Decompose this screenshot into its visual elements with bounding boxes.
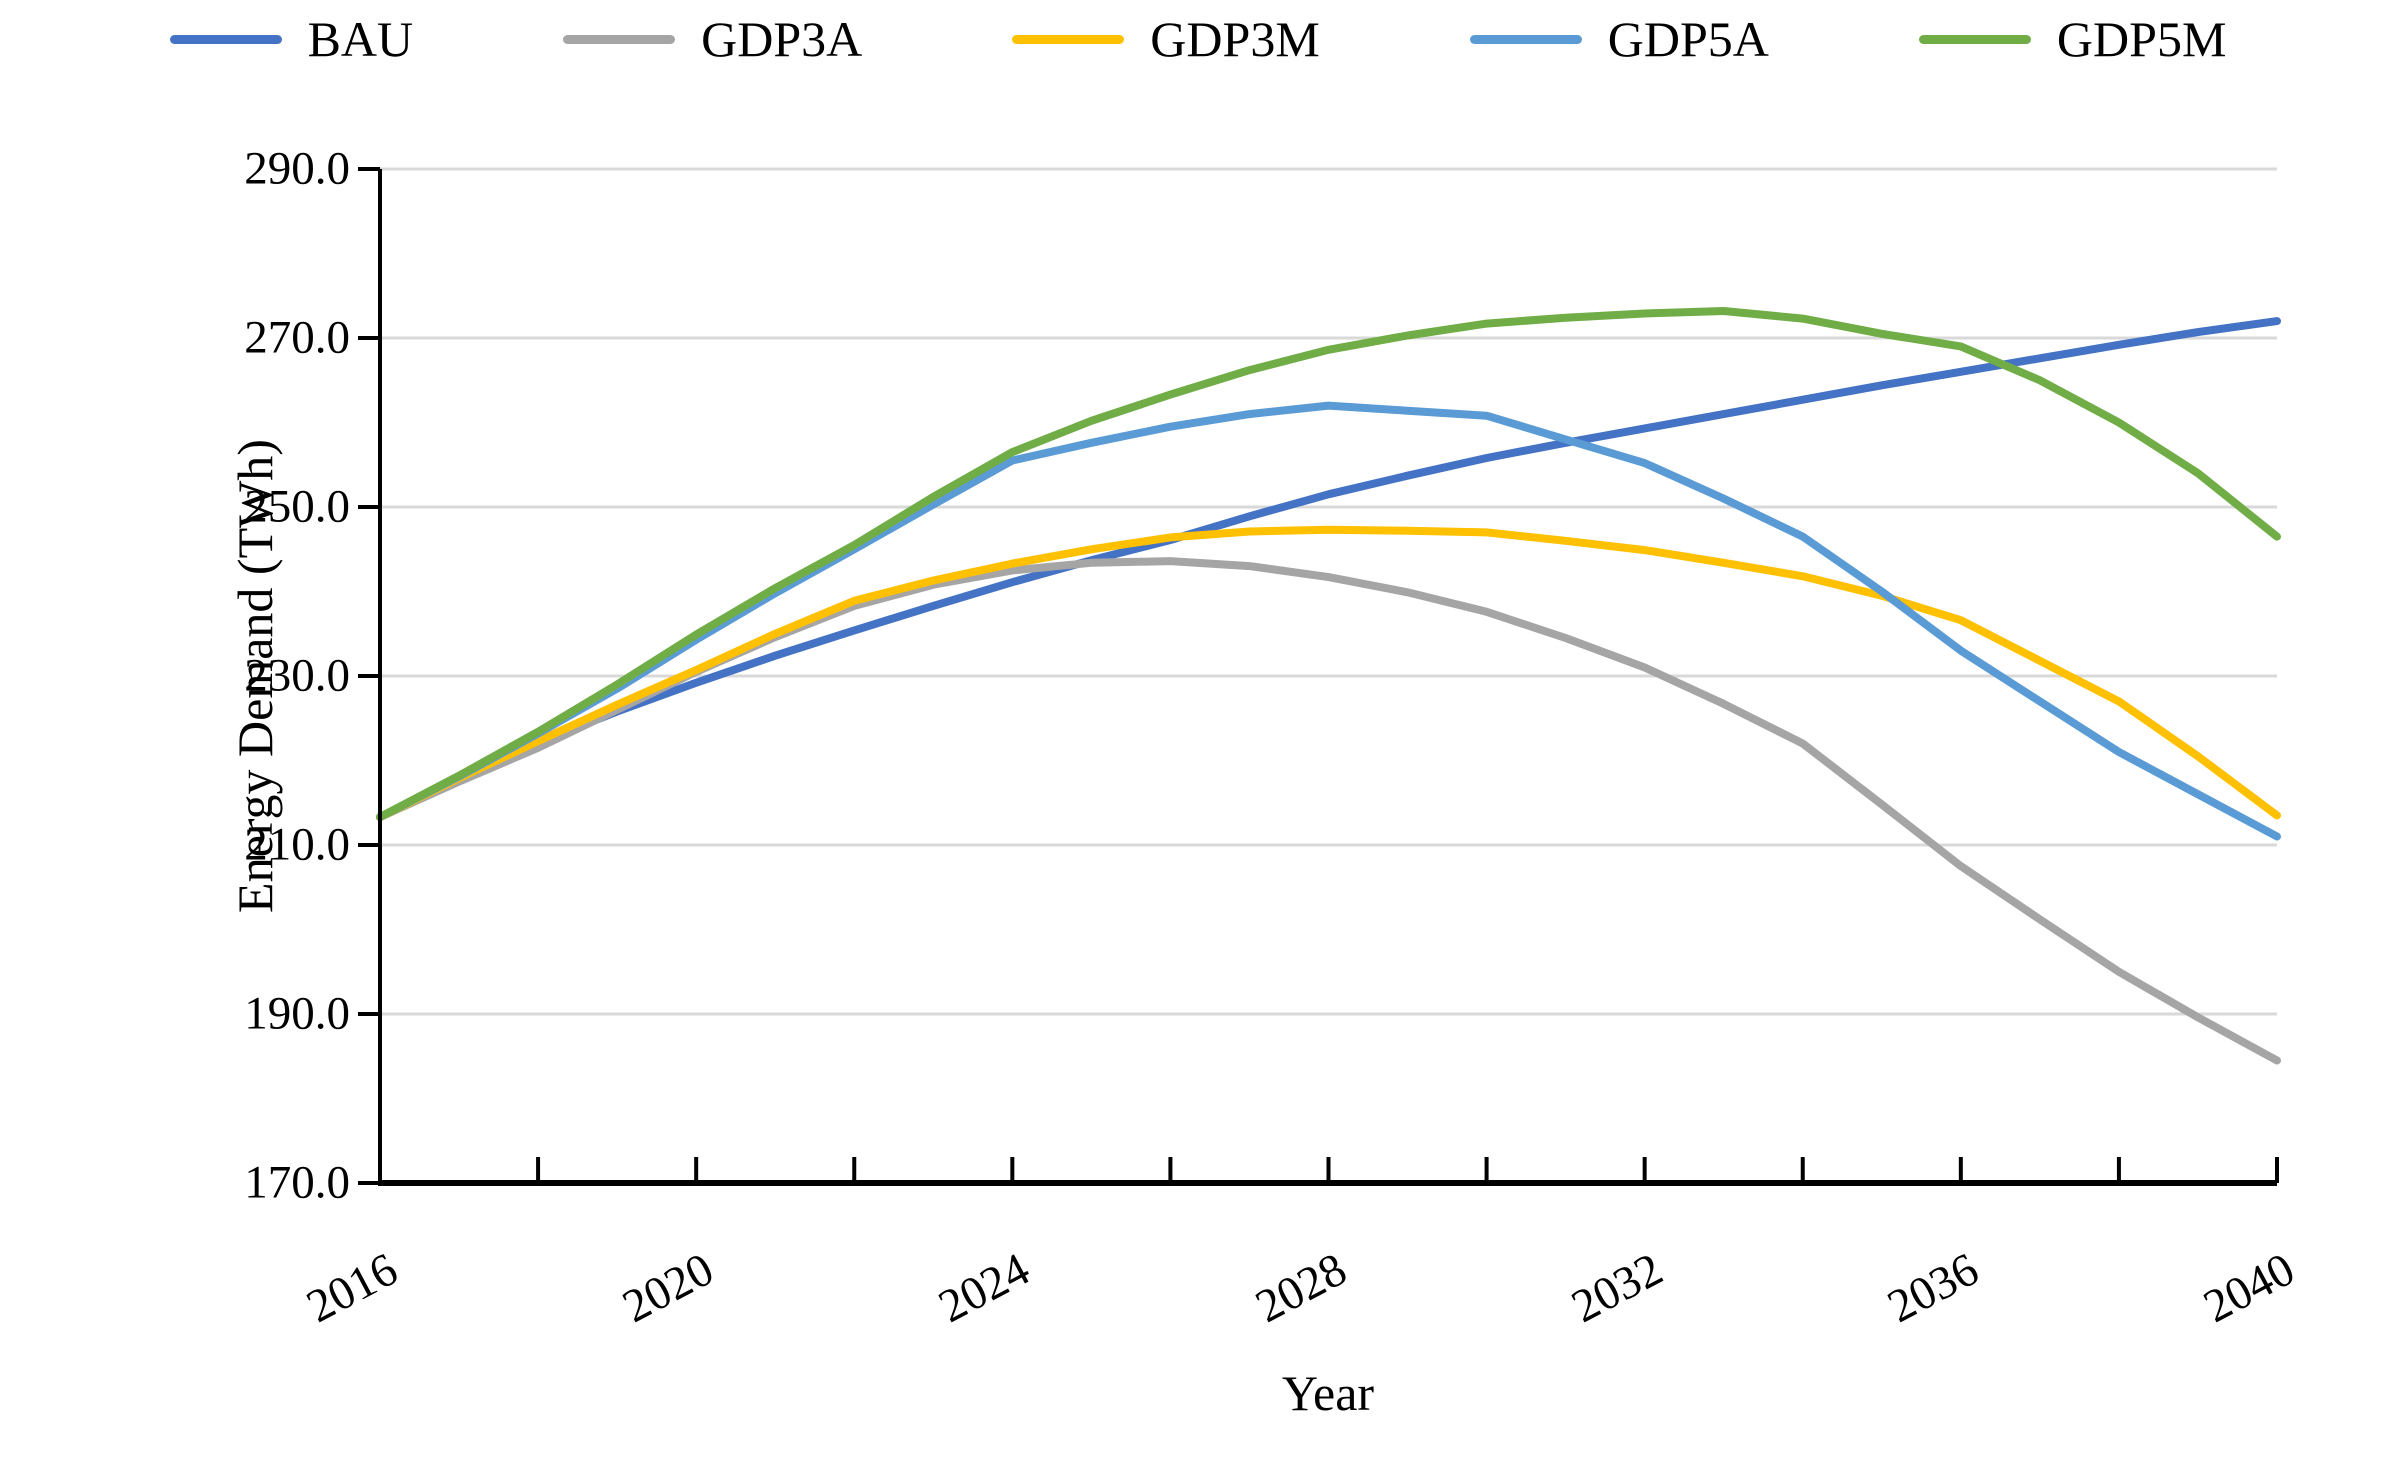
- y-tick-label-210: 210.0: [244, 818, 350, 871]
- legend-swatch-GDP3A: [563, 34, 676, 44]
- series-line-GDP5M: [376, 307, 2281, 822]
- y-tick-label-170: 170.0: [244, 1156, 350, 1209]
- legend-swatch-GDP5M: [1918, 34, 2031, 44]
- legend: BAU GDP3A GDP3M GDP5A GDP5M: [0, 14, 2396, 64]
- series-line-GDP5A: [376, 401, 2281, 841]
- y-tick-label-290: 290.0: [244, 142, 350, 195]
- legend-label-GDP5M: GDP5M: [2056, 11, 2227, 67]
- legend-item-GDP3M: GDP3M: [1012, 11, 1320, 67]
- legend-item-GDP5M: GDP5M: [1918, 11, 2227, 67]
- series-line-GDP3M: [376, 525, 2281, 822]
- legend-label-GDP3A: GDP3A: [701, 11, 863, 67]
- legend-swatch-BAU: [169, 34, 282, 44]
- x-axis-title: Year: [1281, 1365, 1375, 1421]
- legend-label-GDP3M: GDP3M: [1150, 11, 1320, 67]
- legend-swatch-GDP3M: [1012, 34, 1125, 44]
- y-tick-label-230: 230.0: [244, 649, 350, 702]
- y-tick-label-190: 190.0: [244, 987, 350, 1040]
- legend-item-BAU: BAU: [169, 11, 414, 67]
- legend-label-BAU: BAU: [307, 11, 414, 67]
- series-line-BAU: [376, 317, 2281, 822]
- legend-item-GDP5A: GDP5A: [1469, 11, 1769, 67]
- legend-swatch-GDP5A: [1469, 34, 1582, 44]
- y-tick-label-250: 250.0: [244, 480, 350, 533]
- legend-item-GDP3A: GDP3A: [563, 14, 862, 64]
- y-tick-label-270: 270.0: [244, 311, 350, 364]
- legend-label-GDP5A: GDP5A: [1607, 11, 1769, 67]
